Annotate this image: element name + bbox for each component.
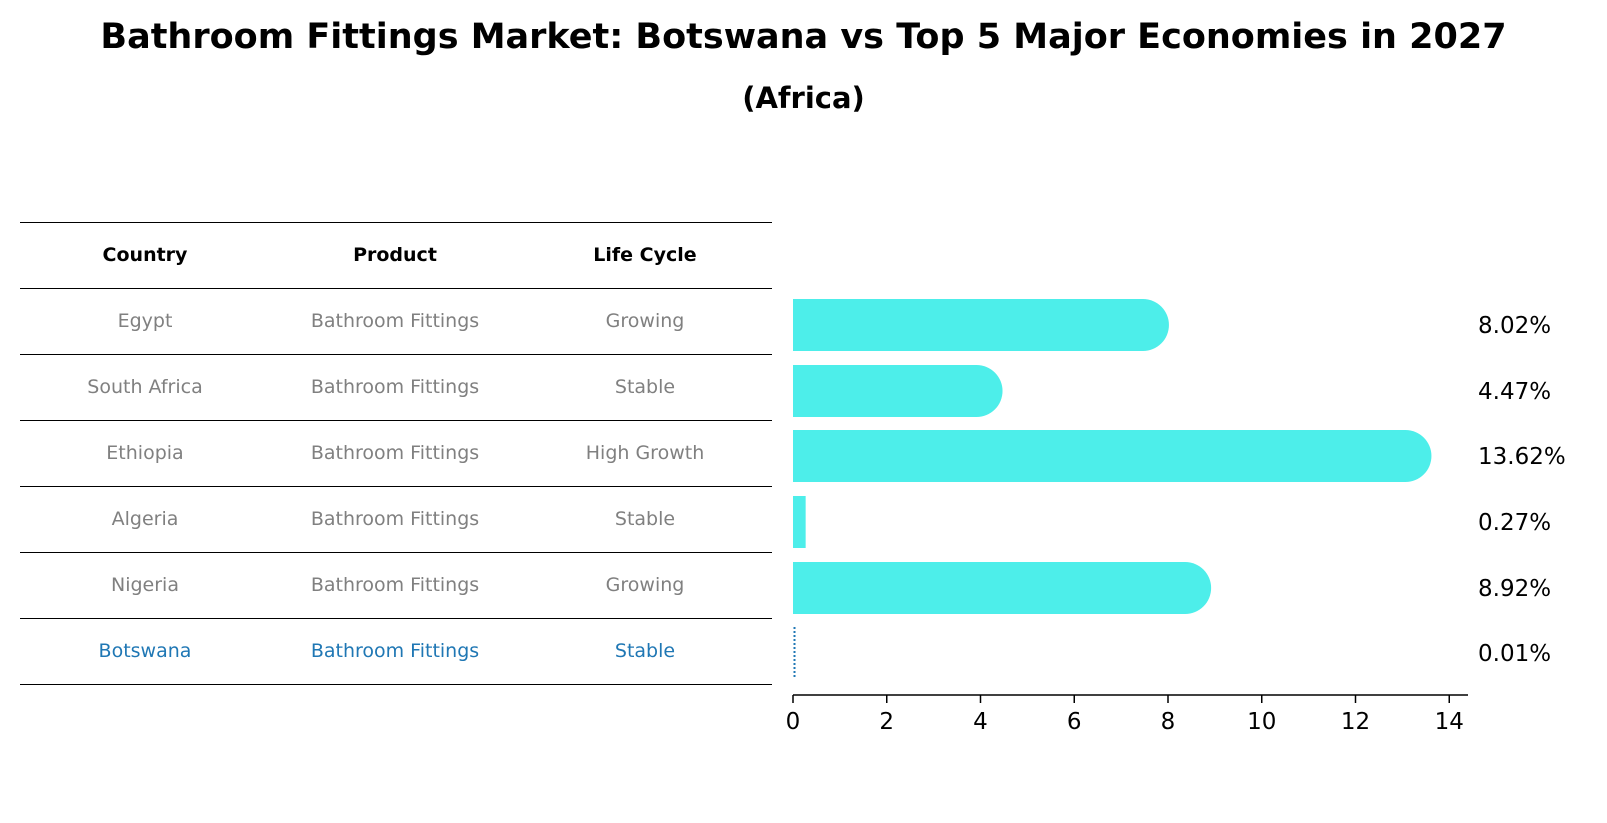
- table-row: Algeria Bathroom Fittings Stable: [20, 486, 772, 552]
- table-rule: [20, 684, 772, 685]
- chart-title: Bathroom Fittings Market: Botswana vs To…: [100, 17, 1507, 57]
- x-tick-label: 0: [786, 709, 801, 735]
- life-cycle-cell: Stable: [614, 376, 676, 398]
- product-cell: Bathroom Fittings: [310, 310, 480, 332]
- bar: [793, 299, 1169, 351]
- x-tick-label: 4: [973, 709, 988, 735]
- value-label: 8.02%: [1478, 313, 1551, 339]
- bar: [793, 430, 1432, 482]
- country-cell: Botswana: [98, 640, 192, 662]
- value-label: 4.47%: [1478, 379, 1551, 405]
- product-cell: Bathroom Fittings: [310, 442, 480, 464]
- table-row: South Africa Bathroom Fittings Stable: [20, 354, 772, 420]
- header-country: Country: [102, 244, 188, 266]
- x-tick-label: 10: [1247, 709, 1276, 735]
- table-rule: [20, 618, 772, 619]
- life-cycle-cell: High Growth: [585, 442, 705, 464]
- product-cell: Bathroom Fittings: [310, 376, 480, 398]
- x-tick-label: 6: [1067, 709, 1082, 735]
- table-row: Nigeria Bathroom Fittings Growing: [20, 552, 772, 618]
- country-cell: Egypt: [117, 310, 173, 332]
- table-rule: [20, 288, 772, 289]
- bar: [793, 562, 1212, 614]
- product-cell: Bathroom Fittings: [310, 640, 480, 662]
- value-label: 8.92%: [1478, 576, 1551, 602]
- country-cell: South Africa: [87, 376, 203, 398]
- chart-subtitle: (Africa): [742, 81, 865, 115]
- product-cell: Bathroom Fittings: [310, 508, 480, 530]
- product-cell: Bathroom Fittings: [310, 574, 480, 596]
- value-label: 0.01%: [1478, 641, 1551, 667]
- life-cycle-cell: Stable: [614, 640, 676, 662]
- table-rule: [20, 552, 772, 553]
- x-tick-label: 8: [1161, 709, 1176, 735]
- x-tick-label: 12: [1341, 709, 1370, 735]
- country-cell: Nigeria: [111, 574, 179, 596]
- table-row: Egypt Bathroom Fittings Growing: [20, 288, 772, 354]
- table-rule: [20, 486, 772, 487]
- value-label: 13.62%: [1478, 444, 1566, 470]
- header-product: Product: [353, 244, 437, 266]
- life-cycle-cell: Stable: [614, 508, 676, 530]
- country-cell: Ethiopia: [106, 442, 184, 464]
- table-rule: [20, 420, 772, 421]
- header-life-cycle: Life Cycle: [593, 244, 697, 266]
- value-label: 0.27%: [1478, 510, 1551, 536]
- table-row-highlight: Botswana Bathroom Fittings Stable: [20, 618, 772, 684]
- table-rule: [20, 222, 772, 223]
- bar: [793, 365, 1003, 417]
- table-rule: [20, 354, 772, 355]
- table-row: Ethiopia Bathroom Fittings High Growth: [20, 420, 772, 486]
- bar: [793, 496, 806, 548]
- table-header-row: Country Product Life Cycle: [20, 222, 772, 288]
- x-tick-label: 2: [879, 709, 894, 735]
- life-cycle-cell: Growing: [605, 574, 685, 596]
- x-tick-label: 14: [1435, 709, 1464, 735]
- country-cell: Algeria: [111, 508, 179, 530]
- life-cycle-cell: Growing: [605, 310, 685, 332]
